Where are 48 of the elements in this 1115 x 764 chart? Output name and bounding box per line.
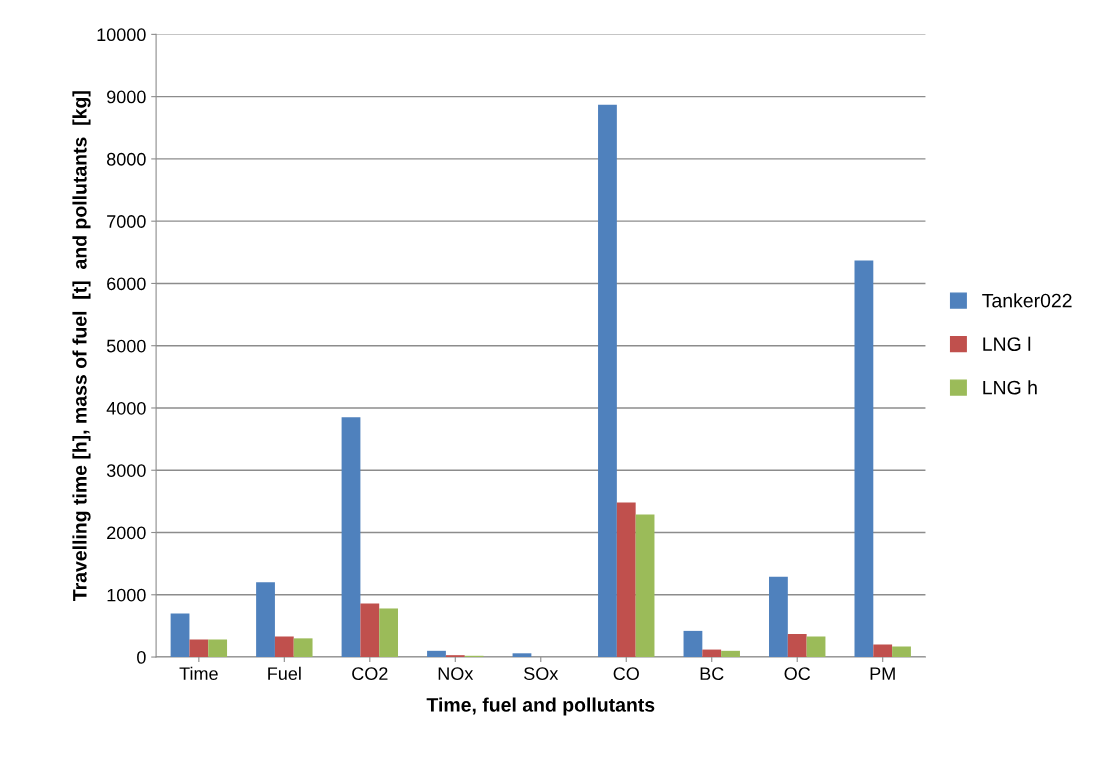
bar (721, 650, 740, 658)
y-axis-title: Travelling time [h], mass of fuel [t] and pollutants [kg] (72, 91, 91, 601)
bar (787, 634, 807, 658)
x-tick-label: BC (700, 667, 724, 681)
y-tick-label: 9000 (107, 90, 146, 104)
bar (854, 260, 874, 658)
bar (293, 638, 313, 658)
y-tick-label: 4000 (106, 401, 146, 415)
bar (379, 608, 399, 658)
x-tick-label: Time (179, 666, 218, 681)
x-tick-label: SOx (524, 667, 559, 681)
bar (256, 582, 275, 658)
y-tick-label: 7000 (107, 215, 146, 228)
legend-label: LNG h (983, 380, 1037, 395)
y-tick-label: 3000 (106, 464, 146, 477)
y-tick-label: 0 (137, 650, 146, 664)
bar (170, 613, 190, 658)
legend-label: Tanker022 (982, 293, 1072, 308)
x-tick-label: CO2 (352, 667, 388, 681)
x-axis-title: Time, fuel and pollutants (426, 697, 655, 716)
y-tick-label: 10000 (97, 28, 146, 42)
bar (189, 639, 209, 658)
bar (208, 639, 228, 658)
bar (598, 104, 617, 658)
y-tick-label: 6000 (107, 277, 146, 291)
x-tick-label: CO (613, 667, 639, 681)
bar (683, 630, 703, 658)
y-tick-label: 8000 (107, 152, 146, 166)
bar (635, 514, 655, 658)
bar (616, 502, 636, 658)
x-tick-label: OC (784, 667, 811, 681)
legend-label: LNG l (983, 336, 1031, 351)
bar (360, 603, 380, 658)
bar (769, 576, 788, 658)
bar (873, 644, 893, 658)
x-tick-label: Fuel (268, 666, 301, 681)
bar (427, 650, 446, 658)
bar (892, 646, 911, 658)
x-tick-label: PM (870, 667, 895, 680)
bar (512, 653, 532, 658)
y-tick-label: 1000 (107, 588, 146, 602)
bar (806, 636, 826, 658)
bar (702, 649, 722, 658)
bar (274, 636, 294, 658)
y-tick-label: 5000 (106, 339, 146, 353)
bar (341, 417, 361, 658)
y-tick-label: 2000 (107, 526, 146, 540)
x-tick-label: NOx (438, 667, 474, 681)
